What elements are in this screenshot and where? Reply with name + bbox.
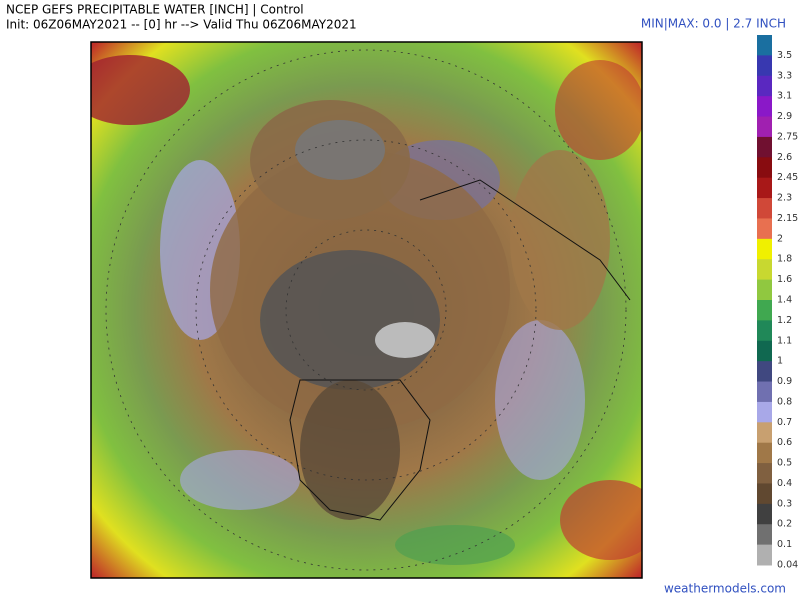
minmax: MIN|MAX: 0.0 | 2.7 INCH xyxy=(641,17,786,31)
colorbar-swatch xyxy=(757,503,772,525)
colorbar-swatch xyxy=(757,75,772,97)
subtitle: Init: 06Z06MAY2021 -- [0] hr --> Valid T… xyxy=(6,18,357,32)
colorbar-label: 0.9 xyxy=(777,376,792,387)
colorbar-swatch xyxy=(757,320,772,342)
colorbar-swatch xyxy=(757,218,772,240)
colorbar-label: 0.2 xyxy=(777,519,792,530)
colorbar-label: 0.3 xyxy=(777,498,792,509)
colorbar-label: 2.75 xyxy=(777,131,798,142)
colorbar-swatch xyxy=(757,463,772,484)
colorbar: 3.5 3.3 3.1 2.9 2.75 2.6 2.45 2.3 2.15 2 1.8 1.6 1.4… xyxy=(757,35,798,571)
colorbar-label: 2.6 xyxy=(777,152,792,163)
colorbar-label: 0.8 xyxy=(777,396,792,407)
colorbar-swatch xyxy=(757,55,772,77)
colorbar-label: 2.3 xyxy=(777,193,792,204)
colorbar-label: 0.4 xyxy=(777,478,792,489)
colorbar-label: 0.6 xyxy=(777,437,792,448)
colorbar-label: 1.1 xyxy=(777,335,792,346)
colorbar-swatch xyxy=(757,35,772,56)
colorbar-swatch xyxy=(757,361,772,383)
colorbar-label: 0.5 xyxy=(777,458,792,469)
colorbar-swatch xyxy=(757,198,772,219)
colorbar-swatch xyxy=(757,116,772,138)
colorbar-label: 0.04 xyxy=(777,560,798,571)
colorbar-swatch xyxy=(757,381,772,403)
title: NCEP GEFS PRECIPITABLE WATER [INCH] | Co… xyxy=(6,3,304,17)
colorbar-label: 2.45 xyxy=(777,172,798,183)
colorbar-swatch xyxy=(757,524,772,546)
colorbar-label: 1.4 xyxy=(777,295,792,306)
colorbar-label: 1.6 xyxy=(777,274,792,285)
colorbar-swatch xyxy=(757,259,772,281)
colorbar-swatch xyxy=(757,544,772,566)
colorbar-label: 2 xyxy=(777,233,783,244)
colorbar-label: 1 xyxy=(777,356,783,367)
colorbar-swatch xyxy=(757,279,772,301)
colorbar-swatch xyxy=(757,157,772,179)
colorbar-label: 3.1 xyxy=(777,91,792,102)
colorbar-swatch xyxy=(757,401,772,423)
colorbar-swatch xyxy=(757,177,772,199)
colorbar-swatch xyxy=(757,442,772,464)
map xyxy=(91,42,642,578)
colorbar-swatch xyxy=(757,238,772,260)
colorbar-label: 0.1 xyxy=(777,539,792,550)
colorbar-swatch xyxy=(757,300,772,321)
credit: weathermodels.com xyxy=(664,582,786,596)
colorbar-swatch xyxy=(757,96,772,118)
colorbar-label: 1.8 xyxy=(777,254,792,265)
colorbar-label: 0.7 xyxy=(777,417,792,428)
colorbar-swatch xyxy=(757,483,772,505)
colorbar-swatch xyxy=(757,422,772,444)
colorbar-swatch xyxy=(757,340,772,362)
colorbar-label: 1.2 xyxy=(777,315,792,326)
colorbar-label: 3.5 xyxy=(777,50,792,61)
colorbar-swatch xyxy=(757,136,772,158)
map-frame xyxy=(90,41,643,579)
colorbar-label: 2.15 xyxy=(777,213,798,224)
colorbar-label: 3.3 xyxy=(777,70,792,81)
colorbar-label: 2.9 xyxy=(777,111,792,122)
